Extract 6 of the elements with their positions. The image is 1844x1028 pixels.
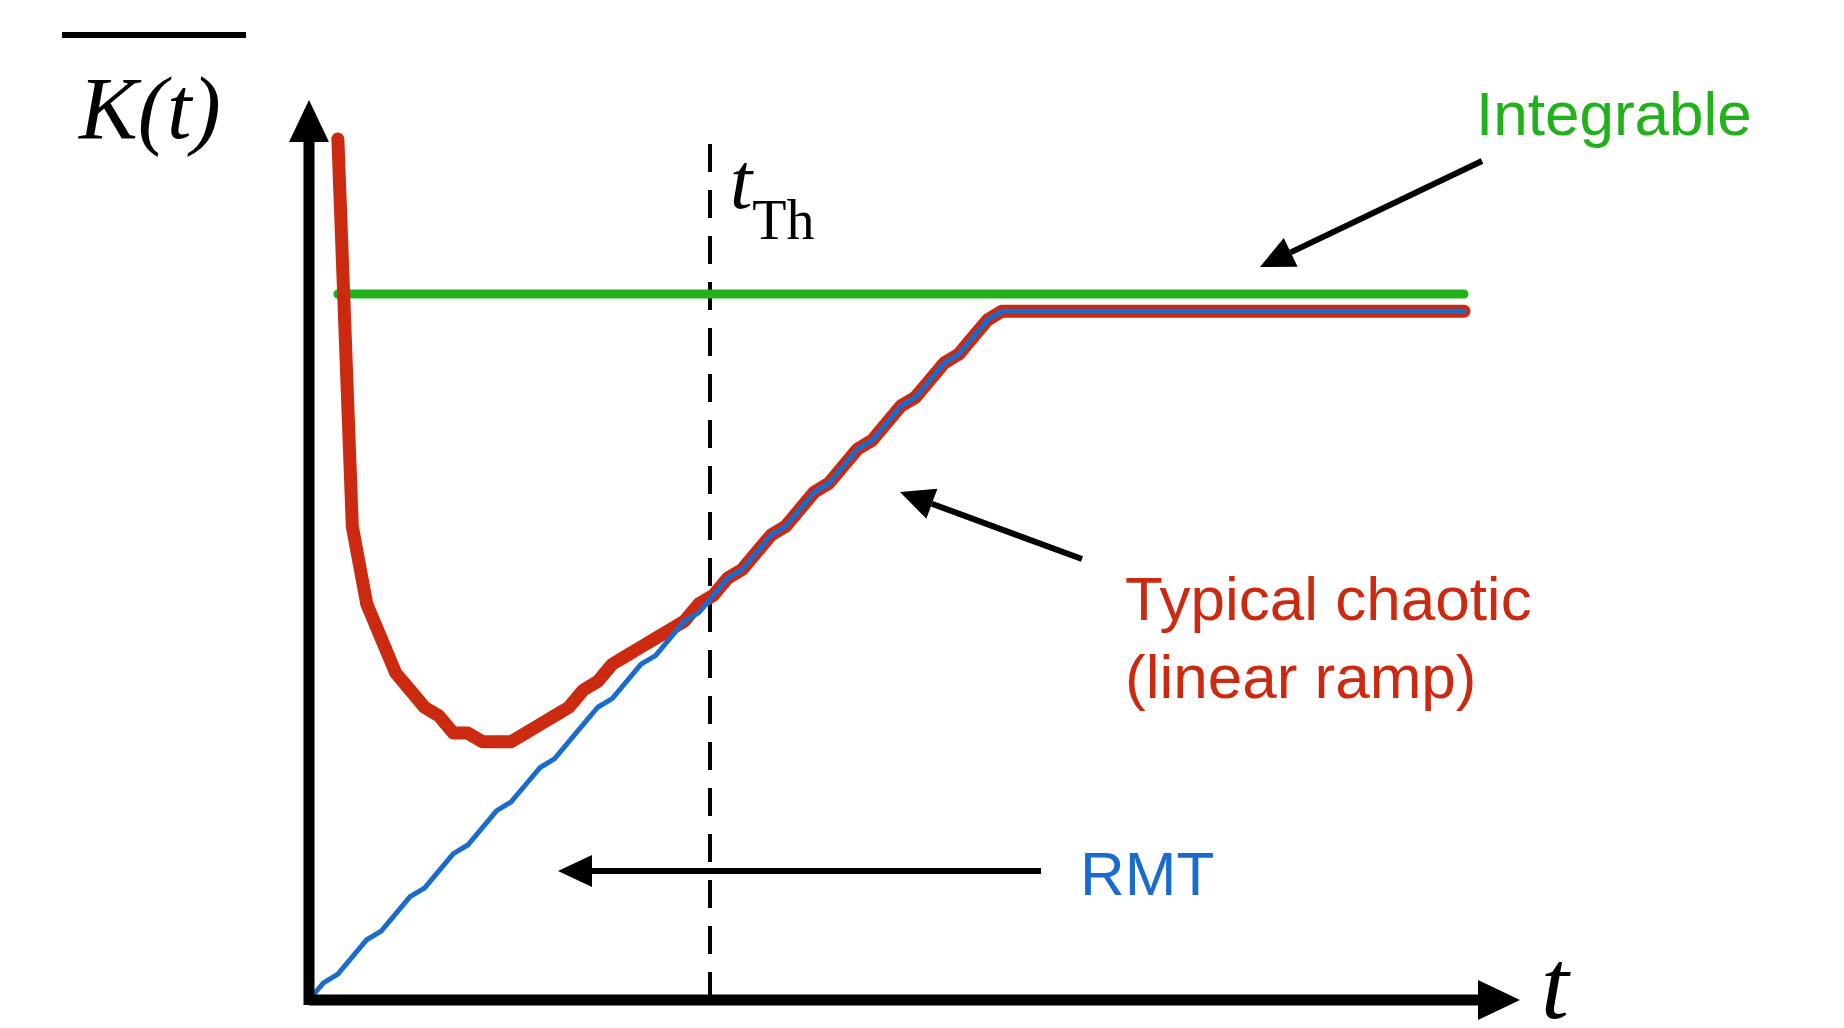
x-axis-title: t (1541, 929, 1572, 1028)
annotation: t$_{Th}$ (730, 137, 815, 251)
text: Integrable (1476, 79, 1752, 148)
text: RMT (1080, 839, 1215, 908)
text: Typical chaotic (linear ramp) (1125, 564, 1532, 711)
y-axis-title: K(t) (77, 60, 221, 157)
